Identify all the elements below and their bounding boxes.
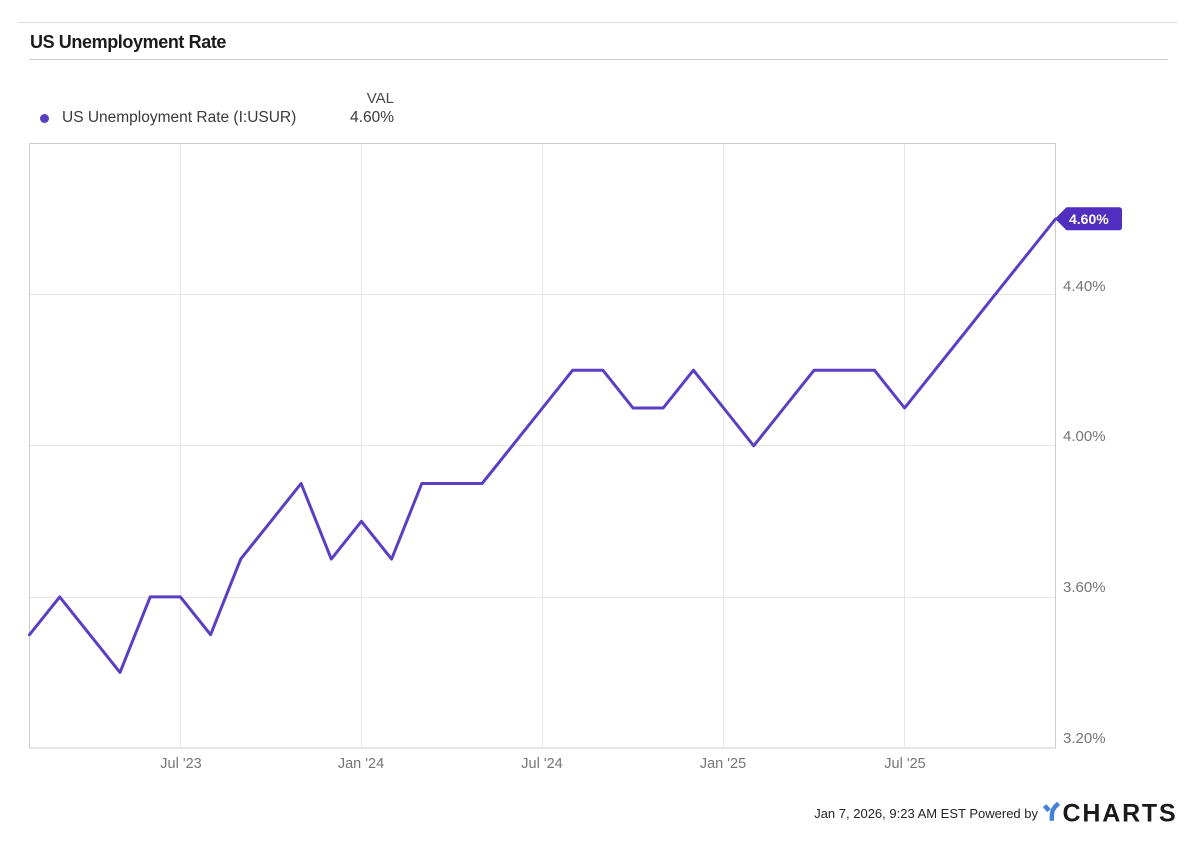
svg-text:4.60%: 4.60% — [1069, 211, 1109, 227]
svg-text:CHARTS: CHARTS — [1063, 800, 1178, 828]
